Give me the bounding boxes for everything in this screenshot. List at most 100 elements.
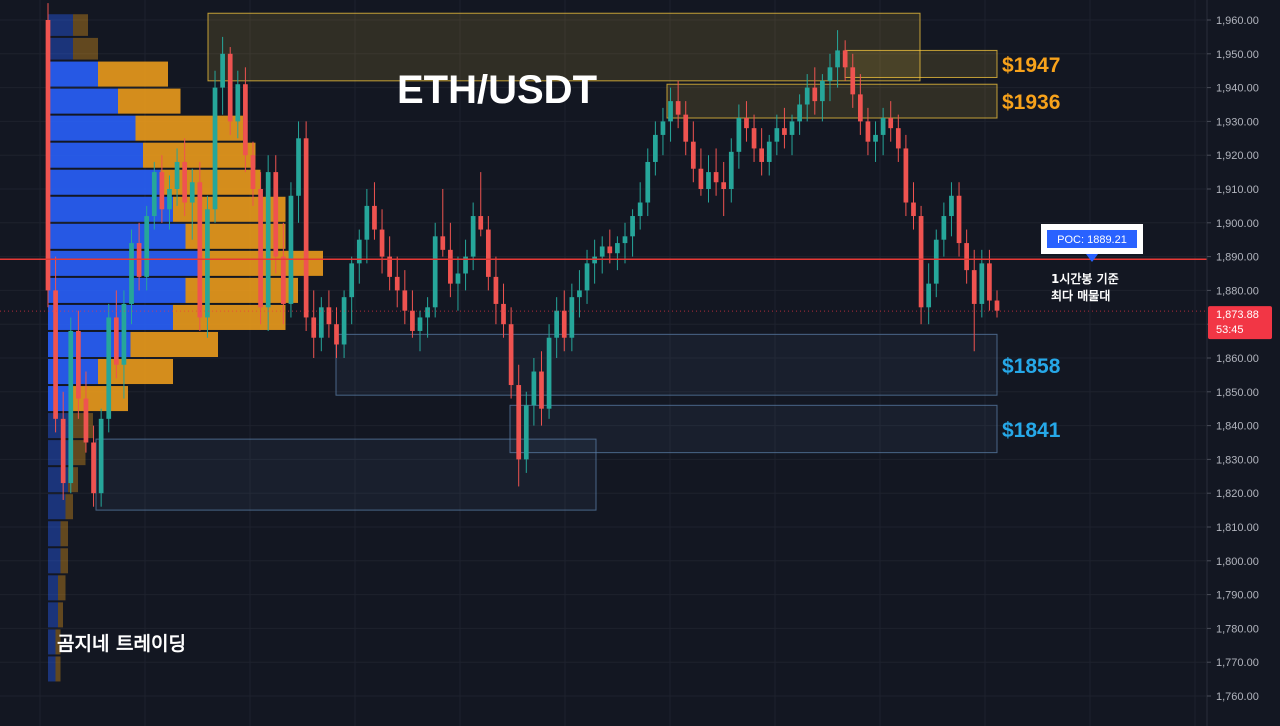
candle-body [212, 87, 218, 210]
candle [880, 107, 886, 156]
candle-body [463, 256, 468, 274]
volume-profile-down-bar [73, 413, 93, 439]
candle [235, 70, 241, 139]
candle-body [258, 189, 263, 308]
candle [417, 310, 423, 352]
candle-body [888, 118, 894, 129]
candle-body [280, 256, 286, 304]
poc-box-fill [1047, 230, 1137, 248]
candle [918, 205, 924, 325]
price-axis-label: 1,940.00 [1216, 83, 1259, 95]
candle [318, 297, 324, 352]
candle-body [493, 276, 499, 304]
volume-profile-down-bar [58, 575, 66, 601]
candle [440, 189, 446, 257]
candle [903, 134, 909, 217]
candle [53, 256, 58, 433]
candle [425, 297, 430, 338]
candle [956, 182, 962, 257]
price-axis-label: 1,880.00 [1216, 285, 1259, 297]
price-axis-label: 1,890.00 [1216, 252, 1259, 264]
candle-body [83, 398, 89, 443]
candle [766, 134, 772, 176]
price-axis-label: 1,810.00 [1216, 522, 1259, 534]
candle [964, 229, 969, 284]
candle-body [334, 324, 339, 345]
candle [379, 209, 385, 274]
candle [372, 182, 377, 240]
candle-body [622, 236, 628, 244]
candle-body [561, 310, 567, 338]
volume-profile-down-bar [60, 521, 68, 547]
candle-body [417, 317, 423, 331]
candle [577, 270, 582, 318]
candle [690, 121, 696, 183]
candle [288, 182, 294, 318]
candle-body [615, 243, 620, 254]
candle-body [774, 128, 780, 142]
candle-body [303, 138, 309, 318]
candle [569, 283, 575, 352]
candle [432, 222, 438, 318]
poc-note-line2: 최다 매물대 [1051, 288, 1110, 303]
candle [501, 283, 506, 338]
zones-layer [95, 12, 998, 511]
volume-profile-up-bar [48, 548, 61, 574]
candle [554, 297, 560, 358]
lines-layer [0, 258, 1207, 312]
candle-body [167, 189, 172, 210]
resistance-zone-label: $1947 [1002, 54, 1060, 77]
candle-body [220, 53, 225, 88]
candle-body [440, 236, 446, 250]
candle [68, 317, 74, 494]
candle [197, 161, 203, 331]
candle-body [804, 87, 810, 105]
candle-body [766, 141, 772, 162]
resistance-zone [666, 83, 998, 119]
candle-body [470, 216, 476, 257]
candle [485, 216, 491, 291]
candle-body [675, 101, 681, 115]
candle-body [584, 263, 590, 291]
poc-callout[interactable]: POC: 1889.21 1시간봉 기준 최다 매물대 [1041, 224, 1143, 303]
candle [129, 229, 134, 325]
candle [607, 229, 613, 264]
volume-profile-up-bar [48, 61, 98, 87]
candle-body [933, 239, 939, 284]
candle-body [311, 317, 317, 338]
candle [523, 391, 529, 473]
candle [933, 229, 939, 298]
volume-profile [48, 14, 323, 682]
support-zone-label: $1841 [1002, 419, 1061, 442]
candle-body [508, 324, 514, 386]
candle [895, 114, 901, 162]
candle [759, 128, 765, 176]
volume-profile-down-bar [60, 548, 68, 574]
volume-profile-down-bar [143, 142, 256, 168]
poc-note-line1: 1시간봉 기준 [1051, 271, 1119, 286]
candle-body [516, 385, 522, 460]
price-axis[interactable]: 1,960.00 1,950.00 1,940.00 1,930.00 1,920.00… [1206, 0, 1280, 726]
price-axis-label: 1,830.00 [1216, 454, 1259, 466]
candle-body [979, 263, 985, 304]
candle-body [425, 307, 430, 318]
candle [820, 74, 825, 122]
candle-body [113, 317, 119, 365]
candle [364, 189, 370, 264]
candle-body [842, 50, 848, 68]
volume-profile-down-bar [98, 61, 168, 87]
candle-body [243, 84, 248, 156]
poc-label: POC: 1889.21 [1057, 234, 1127, 246]
price-axis-label: 1,790.00 [1216, 590, 1259, 602]
price-axis-label: 1,770.00 [1216, 657, 1259, 669]
candle-body [721, 182, 727, 189]
candle [622, 222, 628, 264]
candle-body [660, 121, 666, 135]
volume-profile-down-bar [130, 331, 218, 357]
candle-body [402, 290, 408, 311]
candle-body [964, 243, 969, 271]
candle [394, 256, 400, 308]
candle-body [121, 303, 127, 365]
candle-body [903, 148, 909, 203]
